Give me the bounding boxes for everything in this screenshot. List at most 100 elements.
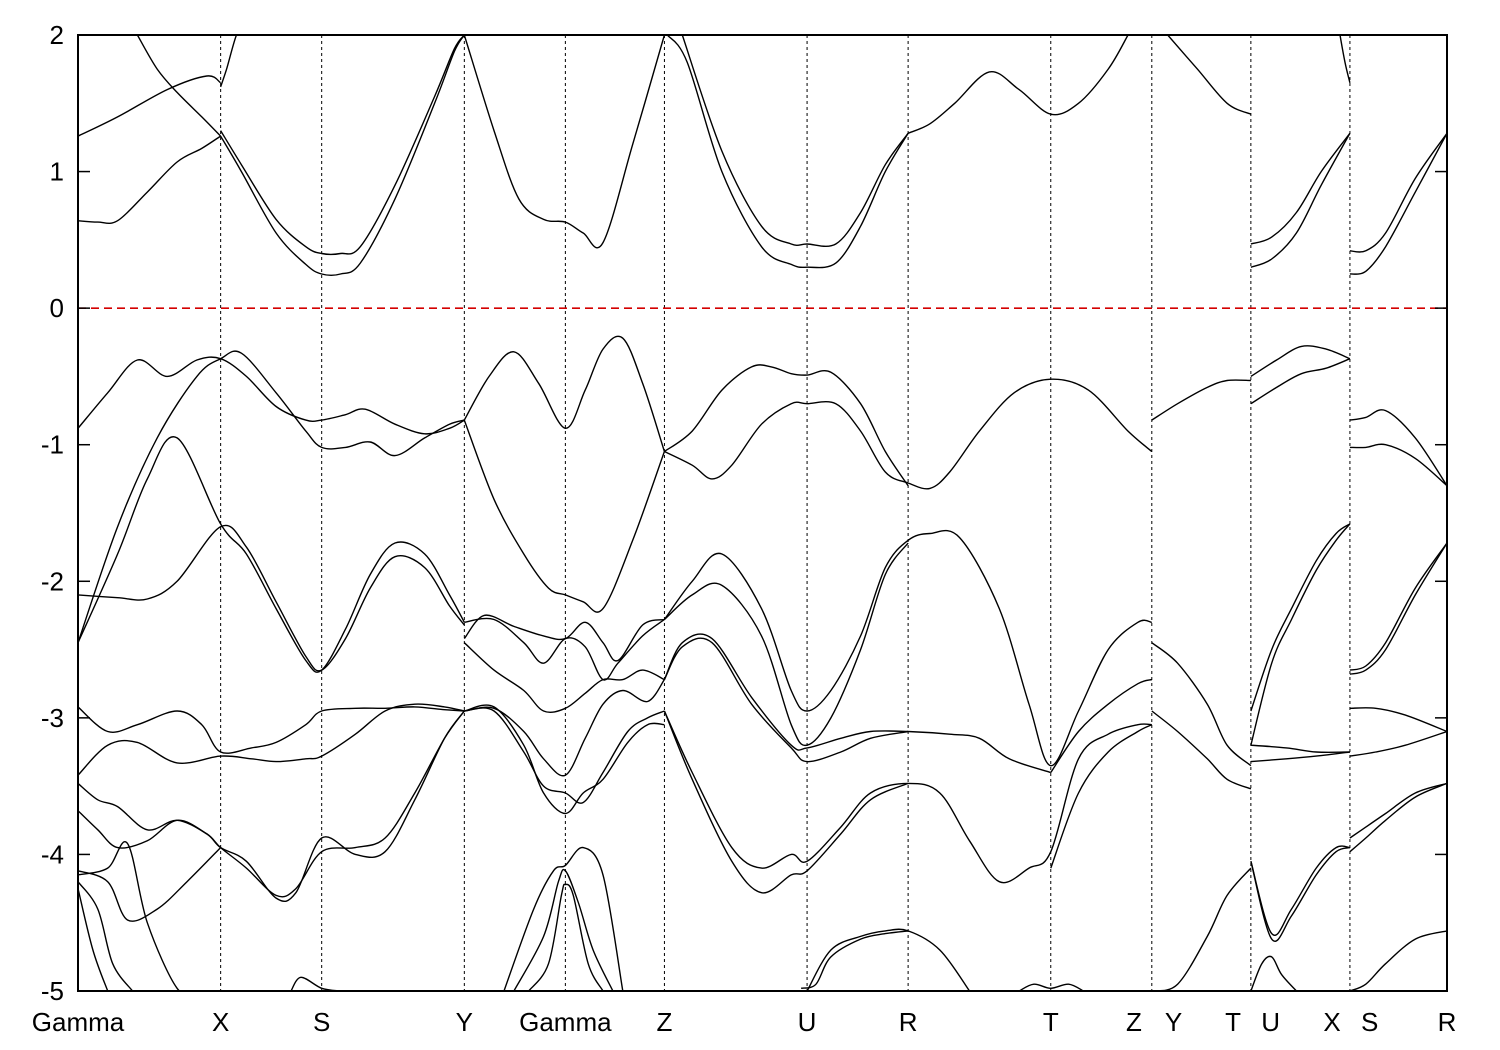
y-tick-label: -2: [41, 566, 64, 596]
band-4: [219, 35, 242, 88]
band-61: [1050, 724, 1153, 869]
y-tick-label: 1: [50, 157, 64, 187]
band-67: [503, 846, 624, 991]
x-tick-label-z: Z: [656, 1007, 672, 1037]
band-39: [663, 637, 909, 763]
band-19: [463, 335, 666, 452]
band-28: [78, 436, 465, 673]
band-3: [136, 35, 222, 137]
band-64: [1250, 846, 1351, 942]
band-70: [806, 928, 971, 991]
band-16: [1349, 132, 1447, 275]
x-tick-label-u: U: [798, 1007, 817, 1037]
band-11: [1167, 35, 1252, 115]
band-9: [681, 35, 909, 247]
band-58: [464, 707, 665, 804]
band-57: [464, 704, 665, 815]
x-tick-label-s: S: [1361, 1007, 1378, 1037]
band-17: [78, 356, 465, 435]
band-12: [1250, 132, 1351, 245]
x-tick-label-r: R: [899, 1007, 918, 1037]
band-31: [463, 614, 665, 662]
band-48: [1250, 751, 1350, 763]
band-36: [463, 642, 665, 713]
x-tick-label-r: R: [1438, 1007, 1457, 1037]
band-54: [78, 841, 198, 991]
band-63: [1250, 845, 1350, 936]
band-71: [800, 930, 909, 989]
band-25: [1250, 358, 1351, 405]
band-68: [513, 868, 614, 991]
band-56: [78, 888, 109, 991]
band-lines: [78, 35, 1447, 991]
band-75: [1349, 930, 1447, 991]
x-tick-label-x: X: [1323, 1007, 1340, 1037]
band-50: [1349, 730, 1447, 757]
y-axis: -5 -4 -3 -2 -1 0 1 2: [41, 20, 1447, 1006]
y-tick-label: -3: [41, 703, 64, 733]
x-tick-label-y: Y: [1165, 1007, 1182, 1037]
band-40: [1050, 678, 1153, 773]
band-29: [78, 524, 465, 672]
band-62: [1151, 867, 1252, 991]
band-34: [78, 706, 465, 754]
y-tick-label: -5: [41, 976, 64, 1006]
band-14: [1339, 35, 1351, 83]
band-8: [666, 35, 909, 269]
band-35: [78, 703, 465, 776]
band-43: [1250, 523, 1351, 712]
band-55: [78, 881, 134, 991]
band-44: [1250, 523, 1351, 746]
x-tick-label-u: U: [1261, 1007, 1280, 1037]
band-18: [78, 350, 465, 643]
band-38: [663, 633, 1052, 774]
band-7: [463, 35, 666, 249]
band-74: [1250, 955, 1297, 991]
band-23: [1151, 379, 1251, 421]
y-tick-label: 2: [50, 20, 64, 50]
band-41: [1151, 642, 1252, 767]
band-5: [220, 35, 465, 256]
band-66: [1349, 782, 1447, 853]
band-53: [78, 847, 222, 922]
band-21: [663, 364, 909, 487]
band-2: [78, 75, 222, 137]
band-10: [907, 35, 1129, 134]
band-1: [78, 135, 221, 225]
x-tick-label-s: S: [313, 1007, 330, 1037]
band-6: [219, 35, 465, 276]
band-51: [78, 710, 465, 898]
x-axis: Gamma X S Y Gamma Z U R T Z Y T U X S R: [32, 1007, 1457, 1037]
band-42: [1151, 710, 1252, 790]
kpoint-lines: [220, 35, 1351, 991]
band-45: [1349, 542, 1447, 671]
plot-frame: [77, 34, 1448, 992]
y-tick-label: -1: [41, 430, 64, 460]
band-59: [663, 710, 1152, 884]
band-60: [663, 710, 909, 894]
band-69: [528, 883, 604, 991]
x-tick-label-gamma: Gamma: [32, 1007, 125, 1037]
band-27: [1349, 443, 1447, 487]
y-tick-label: -4: [41, 839, 64, 869]
band-22: [664, 378, 1153, 490]
band-52: [78, 710, 465, 903]
x-tick-label-gamma: Gamma: [519, 1007, 612, 1037]
band-30: [464, 617, 665, 681]
band-24: [1250, 345, 1351, 377]
band-73: [1018, 983, 1084, 991]
band-37: [464, 679, 665, 777]
band-26: [1349, 409, 1447, 487]
x-tick-label-t: T: [1225, 1007, 1241, 1037]
y-tick-label: 0: [50, 293, 64, 323]
x-tick-label-y: Y: [456, 1007, 473, 1037]
band-15: [1349, 132, 1447, 253]
x-tick-label-t: T: [1043, 1007, 1059, 1037]
band-33: [663, 542, 909, 747]
band-47: [1250, 744, 1350, 754]
x-tick-label-z: Z: [1126, 1007, 1142, 1037]
band-20: [463, 419, 666, 613]
band-72: [290, 976, 351, 991]
x-tick-label-x: X: [212, 1007, 229, 1037]
